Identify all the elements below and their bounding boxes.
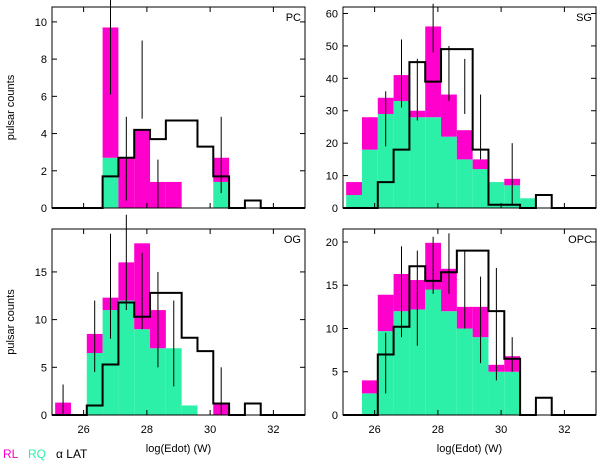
rl-bar [377, 294, 394, 332]
y-tick-label: 0 [41, 203, 47, 215]
rq-bar [181, 405, 198, 415]
x-tick-label: 32 [558, 424, 570, 436]
y-tick-label: 0 [332, 410, 338, 422]
plot-frame [342, 228, 597, 416]
panel-label: PC [286, 12, 301, 24]
rq-bar [393, 101, 410, 208]
rl-bar [165, 181, 182, 208]
rq-bar [377, 113, 394, 208]
rq-bar [456, 328, 473, 415]
rq-bar [488, 182, 505, 208]
rq-bar [102, 310, 119, 415]
rq-bar [425, 289, 442, 415]
plot-frame [51, 6, 306, 209]
y-tick-label: 30 [326, 106, 338, 118]
x-tick-label: 28 [141, 424, 153, 436]
y-tick-label: 60 [326, 8, 338, 20]
y-tick-label: 40 [326, 73, 338, 85]
rq-bar [504, 371, 521, 415]
y-tick-label: 0 [332, 203, 338, 215]
y-tick-label: 50 [326, 41, 338, 53]
legend-lat: α LAT [56, 447, 88, 461]
y-axis-label: pulsar counts [5, 289, 17, 355]
rq-bar [150, 348, 166, 415]
y-tick-label: 5 [332, 367, 338, 379]
panel-sg: 0 10 20 30 40 50 60 SG [326, 3, 597, 215]
x-tick-label: 28 [432, 424, 444, 436]
rl-bar [346, 182, 362, 196]
y-tick-label: 20 [326, 237, 338, 249]
y-tick-label: 10 [326, 323, 338, 335]
rq-bar [102, 157, 119, 208]
rq-bar [118, 300, 135, 415]
rq-bar [425, 117, 442, 208]
x-tick-label: 30 [204, 424, 216, 436]
legend-rl: RL [3, 447, 19, 461]
rq-bar [472, 169, 489, 208]
panel-opc: 0 5 10 15 20 26 28 30 32 OPC log(Edot) (W) [326, 228, 597, 455]
y-tick-label: 20 [326, 138, 338, 150]
rl-bar [361, 117, 378, 150]
rq-bar [409, 309, 426, 415]
lat-histogram [52, 291, 305, 416]
y-tick-label: 2 [41, 166, 47, 178]
plot-frame [51, 228, 306, 416]
rq-bar [456, 159, 473, 208]
legend-rq: RQ [28, 447, 46, 461]
y-tick-label: 10 [35, 315, 47, 327]
panel-label: SG [576, 12, 592, 24]
panel-label: OG [284, 234, 301, 246]
x-axis-label: log(Edot) (W) [146, 443, 211, 455]
y-tick-label: 6 [41, 91, 47, 103]
rq-bar [134, 329, 151, 415]
lat-histogram [52, 119, 305, 209]
y-tick-label: 15 [326, 280, 338, 292]
panel-og: 0 5 10 15 26 28 30 32 OG pulsar counts log(Edot) (… [5, 214, 306, 455]
lat-histogram [343, 48, 596, 209]
x-tick-label: 32 [267, 424, 279, 436]
panel-pc: 0 2 4 6 8 10 PC pulsar counts [5, 0, 306, 215]
rq-bar [213, 181, 230, 208]
y-tick-label: 0 [41, 410, 47, 422]
x-tick-label: 26 [369, 424, 381, 436]
rq-bar [86, 353, 103, 415]
rq-bar [393, 311, 410, 415]
rl-bar [425, 26, 442, 118]
rq-bar [488, 371, 505, 415]
rq-bar [346, 195, 362, 208]
rq-bar [409, 117, 426, 208]
y-tick-label: 8 [41, 54, 47, 66]
rq-bar [441, 311, 457, 415]
rq-bar [361, 149, 378, 208]
y-tick-label: 4 [41, 129, 47, 141]
rl-bar [472, 159, 489, 170]
rl-bar [134, 129, 151, 208]
panel-label: OPC [568, 234, 592, 246]
rq-bar [441, 136, 457, 208]
rq-bar [361, 393, 378, 415]
rq-bar [520, 198, 536, 208]
rl-bar [361, 380, 378, 394]
y-tick-label: 5 [41, 362, 47, 374]
y-axis-label: pulsar counts [5, 74, 17, 140]
rl-bar [441, 94, 457, 137]
y-tick-label: 10 [35, 17, 47, 29]
rq-bar [472, 337, 489, 415]
x-tick-label: 26 [78, 424, 90, 436]
plot-frame [342, 6, 597, 209]
y-tick-label: 15 [35, 267, 47, 279]
y-tick-label: 10 [326, 171, 338, 183]
x-tick-label: 30 [495, 424, 507, 436]
x-axis-label: log(Edot) (W) [437, 443, 502, 455]
lat-histogram [343, 249, 596, 416]
rl-bar [456, 130, 473, 160]
legend: RL RQ α LAT [3, 447, 88, 461]
